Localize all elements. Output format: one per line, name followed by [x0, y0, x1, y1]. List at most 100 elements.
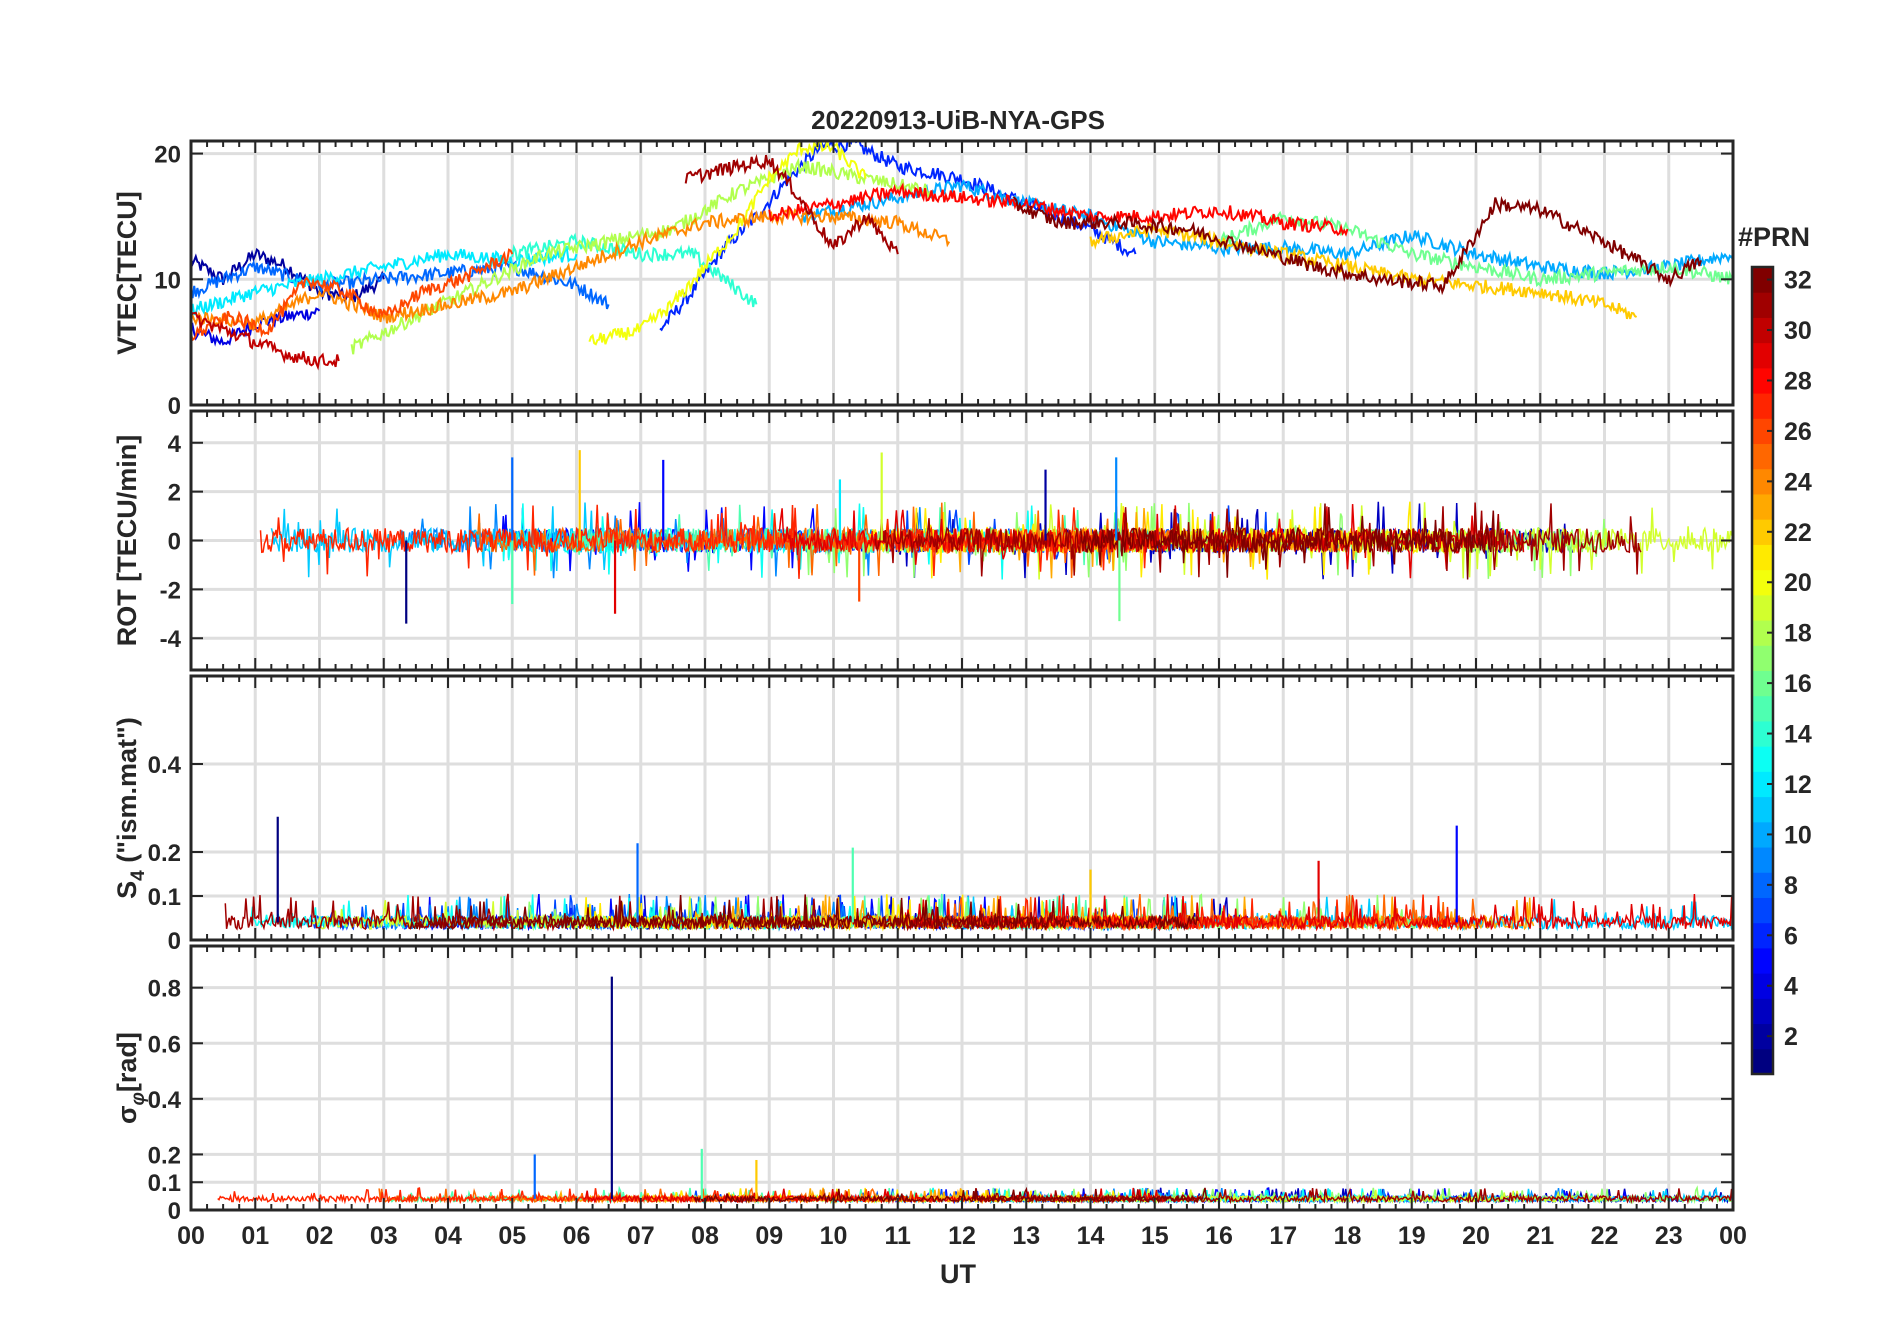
colorbar-segment: [1752, 620, 1773, 646]
x-tick-label: 09: [755, 1222, 783, 1250]
y-tick-label: 0.6: [148, 1031, 181, 1058]
x-tick-label: 00: [1719, 1222, 1747, 1250]
colorbar-title: #PRN: [1738, 222, 1810, 252]
traces: [224, 816, 1733, 932]
y-axis-label: σφ[rad]: [112, 1032, 149, 1124]
ticks: 0 10 20: [154, 141, 1734, 420]
y-tick-label: 0.4: [148, 752, 182, 779]
colorbar-segment: [1752, 493, 1773, 520]
y-tick-label: 0: [168, 928, 181, 955]
x-tick-label: 16: [1205, 1222, 1233, 1250]
vtec-series-prn-24: [191, 206, 951, 332]
x-tick-label: 06: [563, 1222, 591, 1250]
colorbar-segment: [1752, 393, 1773, 419]
x-tick-label: 18: [1334, 1222, 1362, 1250]
y-tick-label: -2: [160, 577, 181, 604]
y-tick-label: 0.2: [148, 840, 181, 867]
colorbar-segment: [1752, 317, 1773, 344]
colorbar-tick-label: 6: [1784, 922, 1798, 950]
x-tick-label: 13: [1012, 1222, 1040, 1250]
panel-rot: -4 -2 0 2 4 ROT [TECU/min]: [112, 409, 1735, 672]
vtec-series-prn-32: [1012, 195, 1702, 296]
x-tick-label: 23: [1655, 1222, 1683, 1250]
colorbar-segment: [1752, 947, 1773, 974]
colorbar-segment: [1752, 670, 1773, 697]
y-tick-label: 0.4: [148, 1087, 182, 1114]
y-tick-label: 0.1: [148, 884, 181, 911]
colorbar-tick-label: 32: [1784, 267, 1812, 295]
colorbar-segment: [1752, 771, 1773, 798]
x-tick-label: 05: [498, 1222, 526, 1250]
panel-s4: 0 0.1 0.2 0.4S4 ("ism.mat"): [112, 674, 1735, 955]
colorbar-tick-label: 10: [1784, 821, 1812, 849]
traces: [259, 450, 1733, 624]
figure-title: 20220913-UiB-NYA-GPS: [811, 105, 1105, 135]
colorbar-segment: [1752, 1048, 1773, 1075]
colorbar-tick-label: 18: [1784, 620, 1812, 648]
vtec-series-prn-31: [684, 153, 899, 255]
vtec-series-prn-18: [350, 157, 931, 355]
s4-trace-prn-31: [224, 893, 1066, 932]
rot-trace-prn-32: [1080, 503, 1496, 580]
x-tick-label: 10: [820, 1222, 848, 1250]
sigma_phi-trace-prn-31: [971, 1187, 1733, 1205]
colorbar-segment: [1752, 367, 1773, 394]
vtec-series-prn-8: [191, 258, 610, 310]
y-tick-label: 4: [168, 431, 182, 458]
x-tick-label: 20: [1462, 1222, 1490, 1250]
ticks: 00.10.2 0.4 0.6 0.8: [148, 946, 1734, 1225]
colorbar-segment: [1752, 720, 1773, 747]
sigma_phi-trace-prn-32: [694, 1186, 1209, 1205]
y-tick-label: 0: [168, 393, 181, 420]
y-tick-label: 10: [154, 267, 181, 294]
x-tick-label: 17: [1269, 1222, 1297, 1250]
x-tick-label: 21: [1526, 1222, 1554, 1250]
x-tick-label: 02: [306, 1222, 334, 1250]
x-tick-label: 11: [885, 1222, 912, 1250]
y-axis-label-rest: ("ism.mat"): [112, 717, 142, 870]
x-tick-label: 19: [1398, 1222, 1426, 1250]
colorbar-tick-label: 12: [1784, 771, 1812, 799]
y-tick-label: 0: [168, 1198, 181, 1225]
colorbar-tick-label: 24: [1784, 468, 1812, 496]
panel-sigma_phi: 00.10.2 0.4 0.6 0.8 σφ[rad]: [112, 944, 1735, 1225]
colorbar-tick-label: 2: [1784, 1023, 1798, 1051]
x-tick-label: 01: [241, 1222, 269, 1250]
colorbar-segment: [1752, 998, 1773, 1025]
x-tick-label: 07: [627, 1222, 655, 1250]
colorbar-segment: [1752, 645, 1773, 671]
colorbar-segment: [1752, 544, 1773, 571]
y-axis-label: ROT [TECU/min]: [112, 435, 142, 646]
y-tick-label: 0.2: [148, 1142, 181, 1169]
y-axis-label: S4 ("ism.mat"): [112, 717, 149, 899]
x-tick-label: 15: [1141, 1222, 1169, 1250]
colorbar-segment: [1752, 847, 1773, 873]
colorbar-segment: [1752, 418, 1773, 445]
colorbar-segment: [1752, 342, 1773, 369]
gridlines: [189, 946, 1735, 1212]
colorbar-tick-label: 28: [1784, 367, 1812, 395]
vtec-series-prn-26: [191, 248, 514, 342]
colorbar-segment: [1752, 973, 1773, 999]
y-tick-label: 0.1: [148, 1170, 181, 1197]
colorbar-segment: [1752, 468, 1773, 495]
y-axis-label: VTEC[TECU]: [112, 191, 142, 355]
colorbar-segment: [1752, 594, 1773, 621]
ticks: -4 -2 0 2 4: [160, 411, 1734, 670]
colorbar-segment: [1752, 519, 1773, 545]
colorbar-segment: [1752, 821, 1773, 848]
y-axis-label-rest: [rad]: [112, 1032, 142, 1092]
traces: [217, 976, 1733, 1205]
s4-trace-prn-27: [968, 894, 1463, 932]
panel-vtec: 0 10 20 VTEC[TECU]: [112, 139, 1735, 420]
x-tick-label: 08: [691, 1222, 719, 1250]
colorbar-segment: [1752, 292, 1773, 318]
colorbar-tick-label: 14: [1784, 721, 1812, 749]
colorbar-segment: [1752, 569, 1773, 596]
ticks: 0 0.1 0.2 0.4: [148, 676, 1734, 955]
colorbar-tick-label: 16: [1784, 670, 1812, 698]
colorbar-segment: [1752, 746, 1773, 772]
y-tick-label: 2: [168, 480, 181, 507]
